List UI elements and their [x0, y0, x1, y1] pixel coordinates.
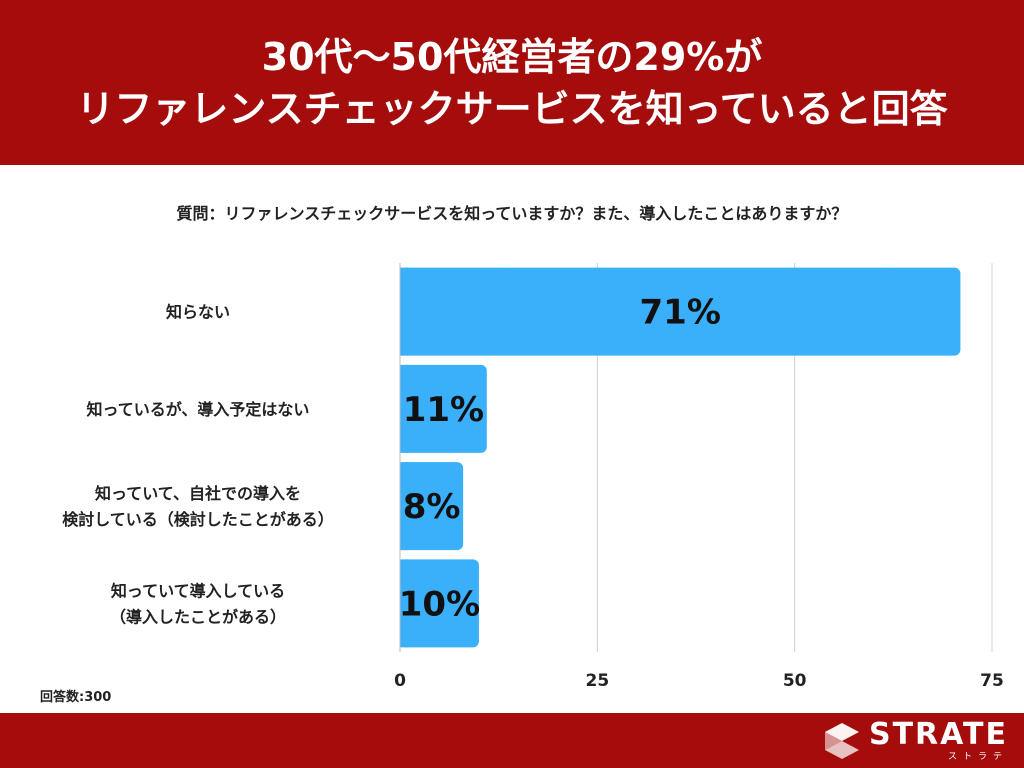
strate-logo: STRATE ストラテ — [823, 719, 1008, 762]
category-label-0-0: 知らない — [166, 303, 230, 322]
bar-1 — [400, 364, 487, 453]
footer-banner: STRATE ストラテ — [0, 713, 1024, 768]
bar-edge-0 — [400, 267, 408, 356]
bar-3 — [400, 559, 479, 648]
category-label-2-1: 検討している（検討したことがある） — [62, 510, 334, 529]
bar-edge-1 — [400, 364, 408, 453]
bar-edge-3 — [400, 559, 408, 648]
header-banner: 30代〜50代経営者の29%が リファレンスチェックサービスを知っていると回答 — [0, 0, 1024, 165]
data-label-0: 71% — [640, 293, 721, 333]
category-label-2-0: 知っていて、自社での導入を — [95, 484, 301, 503]
bar-2 — [400, 462, 464, 551]
data-label-2: 8% — [403, 487, 461, 527]
logo-brand-text: STRATE — [868, 717, 1008, 752]
s-mark-icon — [824, 722, 859, 759]
question-text: 質問：リファレンスチェックサービスを知っていますか？また、導入したことはあります… — [176, 204, 848, 223]
bar-chart: 71% 知らない 11% 知っているが、導入予定はない 8% 知っていて、自社での導入を検… — [62, 263, 1004, 690]
x-tick-label-3: 75 — [980, 671, 1004, 690]
bar-0 — [400, 267, 961, 356]
title-line-2: リファレンスチェックサービスを知っていると回答 — [76, 86, 948, 131]
category-label-3-0: 知っていて導入している — [111, 581, 285, 600]
x-tick-label-0: 0 — [394, 671, 406, 690]
x-tick-label-2: 50 — [783, 671, 807, 690]
respondent-count: 回答数:300 — [40, 690, 112, 705]
category-label-1-0: 知っているが、導入予定はない — [87, 400, 310, 419]
category-label-3-1: （導入したことがある） — [110, 607, 286, 626]
title-line-1: 30代〜50代経営者の29%が — [261, 34, 763, 79]
bar-edge-2 — [400, 462, 408, 551]
data-label-1: 11% — [403, 390, 484, 430]
data-label-3: 10% — [399, 584, 480, 624]
x-tick-label-1: 25 — [585, 671, 609, 690]
logo-sub-text: ストラテ — [947, 752, 1008, 762]
